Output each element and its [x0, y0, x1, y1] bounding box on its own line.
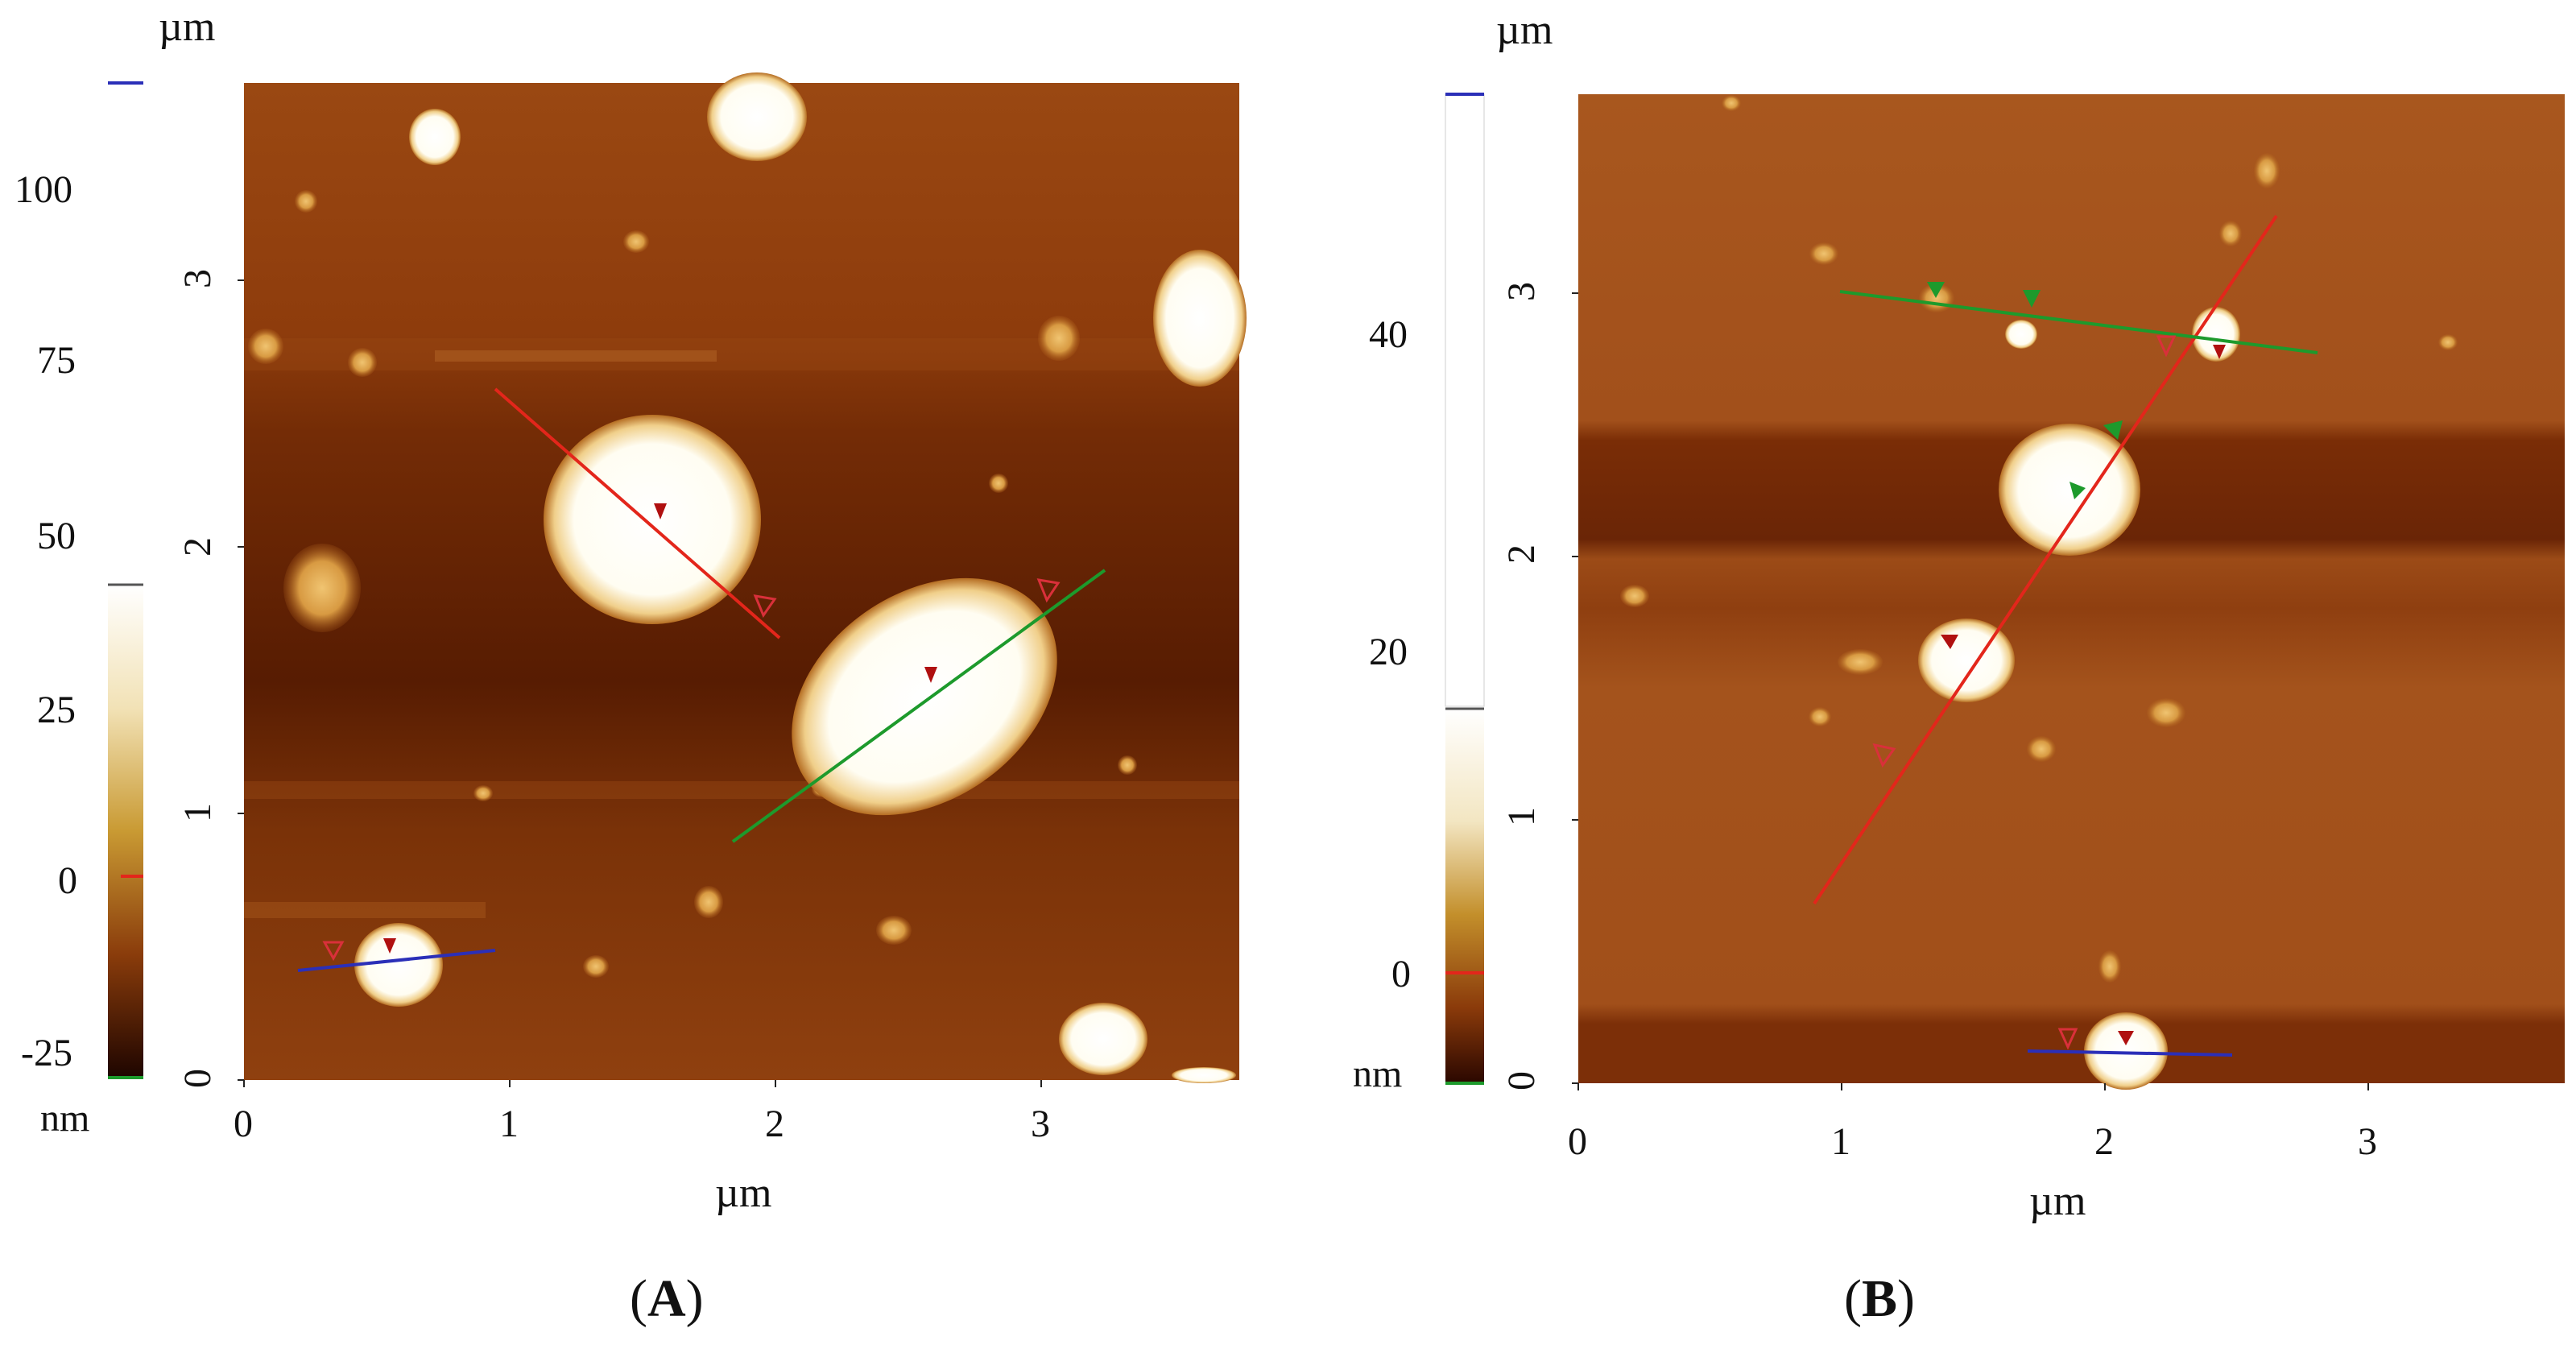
- profile-line-blue-a: [297, 949, 496, 972]
- panel-a-y-tick-3: 3: [176, 269, 219, 288]
- panel-b-y-tick-2: 2: [1500, 544, 1543, 564]
- panel-b-letter: B: [1861, 1269, 1898, 1328]
- marker-b2: [2023, 290, 2041, 308]
- profile-line-red-b: [1813, 214, 2278, 905]
- afm-image-a: [244, 72, 1247, 1083]
- panel-b-label: (B): [1844, 1269, 1915, 1328]
- marker-b5: [2103, 420, 2123, 440]
- colorbar-a-tick-25: 25: [37, 689, 76, 731]
- panel-b-unit-top: µm: [1496, 7, 1553, 53]
- marker-b1: [1927, 282, 1945, 298]
- panel-a-unit-top: µm: [159, 4, 216, 50]
- colorbar-a-unit: nm: [40, 1097, 90, 1140]
- panel-a-x-tick-3: 3: [1031, 1103, 1050, 1145]
- colorbar-b-unit: nm: [1353, 1053, 1403, 1095]
- panel-a-label: (A): [630, 1269, 704, 1328]
- marker-a5: [322, 941, 345, 962]
- panel-b-x-tick-3: 3: [2358, 1120, 2377, 1163]
- marker-b9: [2057, 1028, 2078, 1050]
- marker-b3: [2156, 335, 2177, 358]
- marker-b7: [1941, 635, 1958, 649]
- colorbar-a-tick-neg25: -25: [21, 1032, 72, 1074]
- panel-b-y-tick-0: 0: [1500, 1071, 1543, 1090]
- marker-a1: [654, 503, 667, 519]
- panel-b-x-tick-0: 0: [1568, 1120, 1587, 1163]
- colorbar-a-upper: [105, 83, 143, 582]
- panel-b-x-tick-2: 2: [2094, 1120, 2114, 1163]
- axis-ticks-b: [1572, 292, 2369, 1090]
- axis-ticks-a: [238, 279, 1042, 1087]
- marker-b10: [2118, 1031, 2134, 1045]
- panel-a-y-tick-0: 0: [176, 1069, 219, 1088]
- colorbar-a-tick-75: 75: [37, 339, 76, 382]
- panel-b-y-tick-1: 1: [1500, 807, 1543, 826]
- panel-a-letter: A: [647, 1269, 686, 1328]
- panel-b-x-tick-1: 1: [1831, 1120, 1850, 1163]
- panel-a-x-tick-0: 0: [234, 1103, 253, 1145]
- marker-a6: [383, 938, 396, 954]
- marker-a2: [753, 594, 777, 619]
- marker-a3: [924, 667, 937, 683]
- panel-a-y-tick-2: 2: [176, 537, 219, 557]
- panel-a-x-tick-1: 1: [499, 1103, 519, 1145]
- colorbar-a-gradient: [108, 585, 143, 1078]
- panel-a-x-tick-2: 2: [765, 1103, 784, 1145]
- colorbar-b-upper: [1445, 93, 1485, 707]
- colorbar-b-tick-0: 0: [1391, 953, 1411, 995]
- panel-b-y-tick-3: 3: [1500, 282, 1543, 301]
- afm-image-b: [1578, 94, 2565, 1090]
- colorbar-a-tick-100: 100: [14, 168, 72, 211]
- colorbar-b-gradient: [1445, 709, 1484, 1083]
- panel-a-unit-bottom: µm: [715, 1170, 772, 1216]
- profile-line-green-a: [731, 569, 1106, 843]
- panel-b-unit-bottom: µm: [2029, 1178, 2086, 1224]
- marker-b8: [1872, 743, 1896, 768]
- marker-b4: [2213, 345, 2226, 359]
- colorbar-b-tick-40: 40: [1369, 313, 1408, 356]
- colorbar-a-tick-50: 50: [37, 515, 76, 557]
- profile-line-green-b: [1839, 290, 2318, 354]
- colorbar-b-tick-20: 20: [1369, 631, 1408, 673]
- profile-line-blue-b: [2027, 1049, 2233, 1057]
- panel-a-y-tick-1: 1: [176, 803, 219, 822]
- marker-b6: [2069, 482, 2086, 499]
- marker-a4: [1036, 578, 1061, 603]
- profile-line-red-a: [494, 387, 781, 639]
- colorbar-a-tick-0: 0: [58, 859, 77, 902]
